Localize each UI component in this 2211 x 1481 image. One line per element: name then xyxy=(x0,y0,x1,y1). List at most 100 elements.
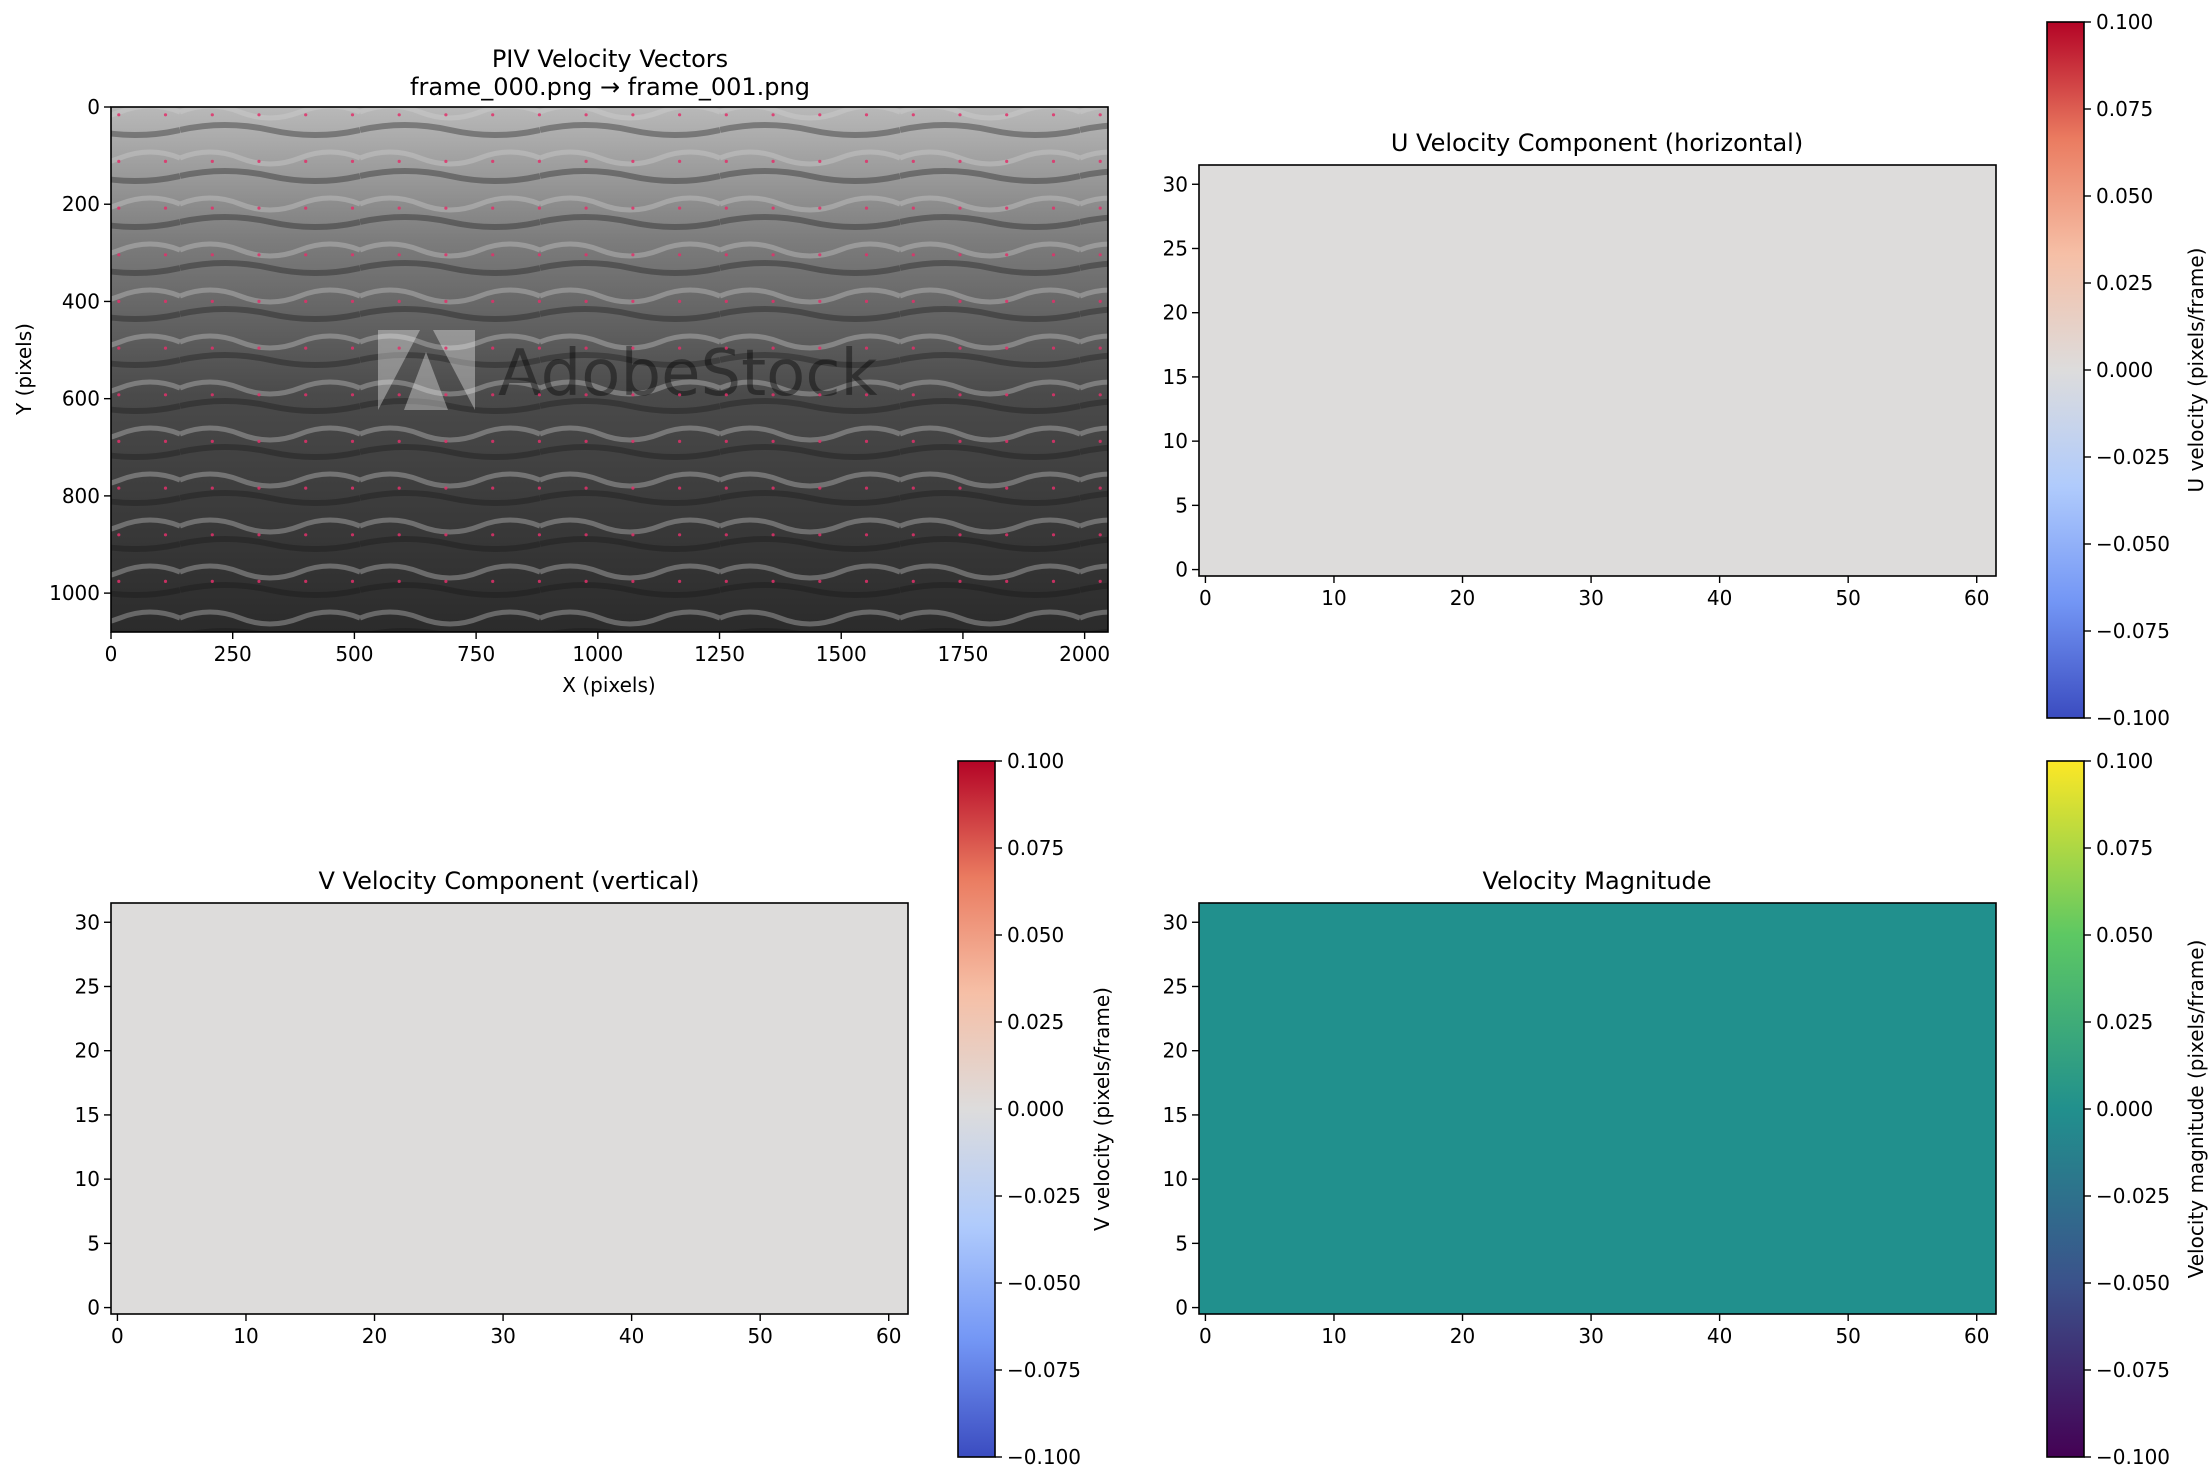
vector-dot xyxy=(397,346,401,350)
v-panel: V Velocity Component (vertical) 0 10 20 30 4… xyxy=(75,867,909,1348)
u-x-tick-label: 20 xyxy=(1450,586,1475,610)
vector-dot xyxy=(257,486,261,490)
vector-dot xyxy=(304,486,308,490)
vector-dot xyxy=(117,533,121,537)
u-y-tick-label: 0 xyxy=(1175,558,1188,582)
mag-y-tick-label: 25 xyxy=(1163,974,1188,998)
vector-dot xyxy=(1005,253,1009,257)
colorbar-tick-label: 0.050 xyxy=(2096,923,2153,947)
mag-colorbar-label: Velocity magnitude (pixels/frame) xyxy=(2184,940,2208,1279)
vector-dot xyxy=(631,579,635,584)
vector-dot xyxy=(163,159,168,163)
mag-x-tick-label: 30 xyxy=(1578,1324,1603,1348)
vector-dot xyxy=(771,533,775,537)
piv-x-tick-label: 1000 xyxy=(572,642,623,666)
vector-dot xyxy=(864,299,869,303)
vector-dot xyxy=(257,159,261,163)
vector-dot xyxy=(1051,393,1056,397)
piv-y-tick-label: 1000 xyxy=(49,581,100,605)
vector-dot xyxy=(350,393,355,397)
vector-dot xyxy=(584,486,588,490)
vector-dot xyxy=(257,533,261,537)
vector-dot xyxy=(631,299,635,303)
vector-dot xyxy=(1051,253,1056,257)
colorbar-tick-label: 0.025 xyxy=(2096,1010,2153,1034)
vector-dot xyxy=(958,159,962,163)
piv-x-tick-label: 1750 xyxy=(937,642,988,666)
vector-dot xyxy=(537,253,542,257)
vector-dot xyxy=(864,486,869,490)
mag-x-tick-label: 40 xyxy=(1707,1324,1732,1348)
piv-x-tick-label: 2000 xyxy=(1059,642,1110,666)
piv-y-tick-label: 800 xyxy=(62,484,100,508)
vector-dot xyxy=(1005,533,1009,537)
vector-dot xyxy=(537,486,542,490)
colorbar-tick-label: 0.100 xyxy=(2096,10,2153,34)
vector-dot xyxy=(491,206,495,210)
vector-dot xyxy=(163,439,168,443)
vector-dot xyxy=(1098,113,1102,117)
colorbar-tick-label: 0.075 xyxy=(2096,97,2153,121)
vector-dot xyxy=(210,579,214,584)
vector-dot xyxy=(210,533,214,537)
vector-dot xyxy=(117,579,121,584)
vector-dot xyxy=(163,113,168,117)
vector-dot xyxy=(818,579,822,584)
vector-dot xyxy=(397,579,401,584)
vector-dot xyxy=(1098,299,1102,303)
vector-dot xyxy=(1005,439,1009,443)
vector-dot xyxy=(724,393,728,397)
vector-dot xyxy=(584,579,588,584)
mag-x-tick-label: 60 xyxy=(1964,1324,1989,1348)
v-y-tick-label: 20 xyxy=(75,1039,100,1063)
vector-dot xyxy=(444,206,448,210)
vector-dot xyxy=(771,486,775,490)
piv-x-tick-label: 1250 xyxy=(694,642,745,666)
colorbar-tick-label: −0.075 xyxy=(2096,619,2170,643)
mag-y-tick-label: 5 xyxy=(1175,1231,1188,1255)
vector-dot xyxy=(444,439,448,443)
colorbar-tick-label: −0.050 xyxy=(1007,1271,1081,1295)
vector-dot xyxy=(724,533,728,537)
vector-dot xyxy=(678,579,682,584)
vector-dot xyxy=(958,346,962,350)
piv-x-tick-label: 500 xyxy=(335,642,373,666)
colorbar-tick-label: 0.050 xyxy=(1007,923,1064,947)
vector-dot xyxy=(397,393,401,397)
vector-dot xyxy=(958,533,962,537)
vector-dot xyxy=(491,159,495,163)
vector-dot xyxy=(444,393,448,397)
piv-y-axis: 0 200 400 600 800 1000 xyxy=(49,95,111,605)
vector-dot xyxy=(1051,439,1056,443)
vector-dot xyxy=(911,439,915,443)
u-y-axis: 0 5 10 15 20 25 30 xyxy=(1163,172,1199,582)
vector-dot xyxy=(350,439,355,443)
vector-dot xyxy=(537,299,542,303)
vector-dot xyxy=(491,439,495,443)
vector-dot xyxy=(911,253,915,257)
vector-dot xyxy=(958,113,962,117)
v-colorbar-ticks: 0.100 0.075 0.050 0.025 0.000 −0.025 −0.050 −0.… xyxy=(995,749,1081,1469)
vector-dot xyxy=(210,439,214,443)
vector-dot xyxy=(818,206,822,210)
vector-dot xyxy=(958,253,962,257)
vector-dot xyxy=(444,159,448,163)
vector-dot xyxy=(210,486,214,490)
vector-dot xyxy=(397,159,401,163)
mag-y-axis: 0 5 10 15 20 25 30 xyxy=(1163,910,1199,1320)
vector-dot xyxy=(1051,533,1056,537)
vector-dot xyxy=(210,159,214,163)
vector-dot xyxy=(631,486,635,490)
vector-dot xyxy=(771,579,775,584)
vector-dot xyxy=(958,579,962,584)
vector-dot xyxy=(678,159,682,163)
vector-dot xyxy=(397,439,401,443)
colorbar-tick-label: −0.075 xyxy=(2096,1358,2170,1382)
u-x-tick-label: 0 xyxy=(1199,586,1212,610)
vector-dot xyxy=(397,113,401,117)
vector-dot xyxy=(631,253,635,257)
vector-dot xyxy=(678,486,682,490)
vector-dot xyxy=(117,253,121,257)
vector-dot xyxy=(163,206,168,210)
vector-dot xyxy=(491,579,495,584)
